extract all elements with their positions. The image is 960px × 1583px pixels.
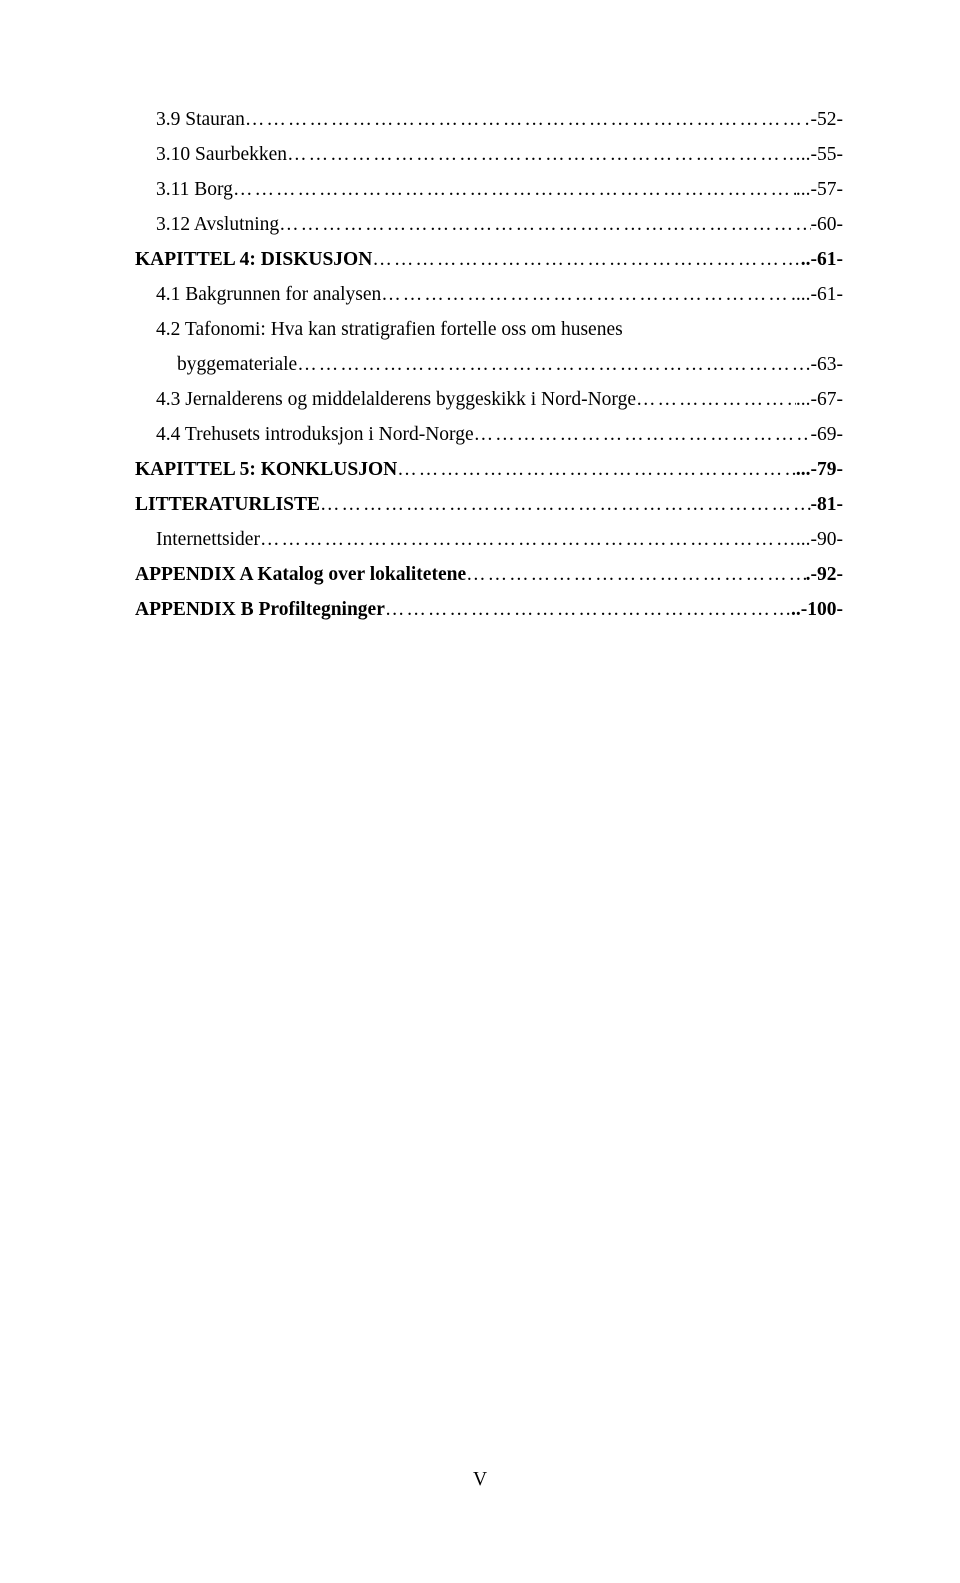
toc-page: ..-55- — [801, 145, 843, 165]
toc-label: 3.9 Stauran — [156, 110, 245, 130]
toc-line: LITTERATURLISTE -81- — [135, 495, 843, 515]
toc-leader — [372, 250, 800, 270]
toc-page: -69- — [811, 425, 844, 445]
toc-label: KAPITTEL 4: DISKUSJON — [135, 250, 372, 270]
toc-line: 4.2 Tafonomi: Hva kan stratigrafien fort… — [135, 320, 843, 340]
toc-page: -81- — [811, 495, 844, 515]
toc-leader — [245, 110, 811, 130]
toc-label: byggemateriale — [177, 355, 297, 375]
toc-label: Internettsider — [156, 530, 260, 550]
toc-line: 4.1 Bakgrunnen for analysen ....-61- — [135, 285, 843, 305]
toc-line: KAPITTEL 5: KONKLUSJON ...-79- — [135, 460, 843, 480]
toc-page: ...-57- — [796, 180, 843, 200]
toc-page: ...-90- — [796, 530, 843, 550]
toc-label: 4.4 Trehusets introduksjon i Nord-Norge — [156, 425, 474, 445]
toc-leader — [320, 495, 811, 515]
toc-line: byggemateriale .-63- — [135, 355, 843, 375]
toc-label: 3.11 Borg — [156, 180, 233, 200]
toc-leader — [233, 180, 796, 200]
toc-page: .-92- — [806, 565, 843, 585]
toc-line: 3.12 Avslutning -60- — [135, 215, 843, 235]
toc-line: KAPITTEL 4: DISKUSJON ..-61- — [135, 250, 843, 270]
toc-label: LITTERATURLISTE — [135, 495, 320, 515]
toc-label: 4.1 Bakgrunnen for analysen — [156, 285, 381, 305]
toc-line: APPENDIX B Profiltegninger ..-100- — [135, 600, 843, 620]
toc-leader — [385, 600, 791, 620]
toc-leader — [260, 530, 796, 550]
toc-page: ...-67- — [796, 390, 843, 410]
toc-leader — [474, 425, 811, 445]
toc-label: 3.10 Saurbekken — [156, 145, 287, 165]
toc-leader — [397, 460, 796, 480]
table-of-contents: 3.9 Stauran -52- 3.10 Saurbekken ..-55- 3.11… — [135, 110, 843, 620]
toc-line: 4.3 Jernalderens og middelalderens bygge… — [135, 390, 843, 410]
toc-page: ...-79- — [796, 460, 843, 480]
toc-leader — [279, 215, 810, 235]
toc-label: APPENDIX B Profiltegninger — [135, 600, 385, 620]
toc-page: .-63- — [806, 355, 843, 375]
toc-page: ....-61- — [791, 285, 843, 305]
toc-page: ..-61- — [801, 250, 843, 270]
toc-label: KAPITTEL 5: KONKLUSJON — [135, 460, 397, 480]
page-number-footer: V — [0, 1469, 960, 1491]
toc-line: 3.11 Borg ...-57- — [135, 180, 843, 200]
toc-leader — [287, 145, 801, 165]
toc-line: 3.10 Saurbekken ..-55- — [135, 145, 843, 165]
toc-label: 4.3 Jernalderens og middelalderens bygge… — [156, 390, 636, 410]
toc-label: 3.12 Avslutning — [156, 215, 279, 235]
toc-line: APPENDIX A Katalog over lokalitetene .-92… — [135, 565, 843, 585]
toc-leader — [466, 565, 806, 585]
toc-leader — [297, 355, 805, 375]
toc-line: 4.4 Trehusets introduksjon i Nord-Norge -… — [135, 425, 843, 445]
toc-page: -60- — [811, 215, 844, 235]
toc-label: 4.2 Tafonomi: Hva kan stratigrafien fort… — [156, 320, 623, 340]
toc-leader — [381, 285, 791, 305]
toc-label: APPENDIX A Katalog over lokalitetene — [135, 565, 466, 585]
toc-line: Internettsider ...-90- — [135, 530, 843, 550]
toc-leader — [636, 390, 796, 410]
toc-page: -52- — [811, 110, 844, 130]
toc-page: ..-100- — [791, 600, 843, 620]
toc-line: 3.9 Stauran -52- — [135, 110, 843, 130]
